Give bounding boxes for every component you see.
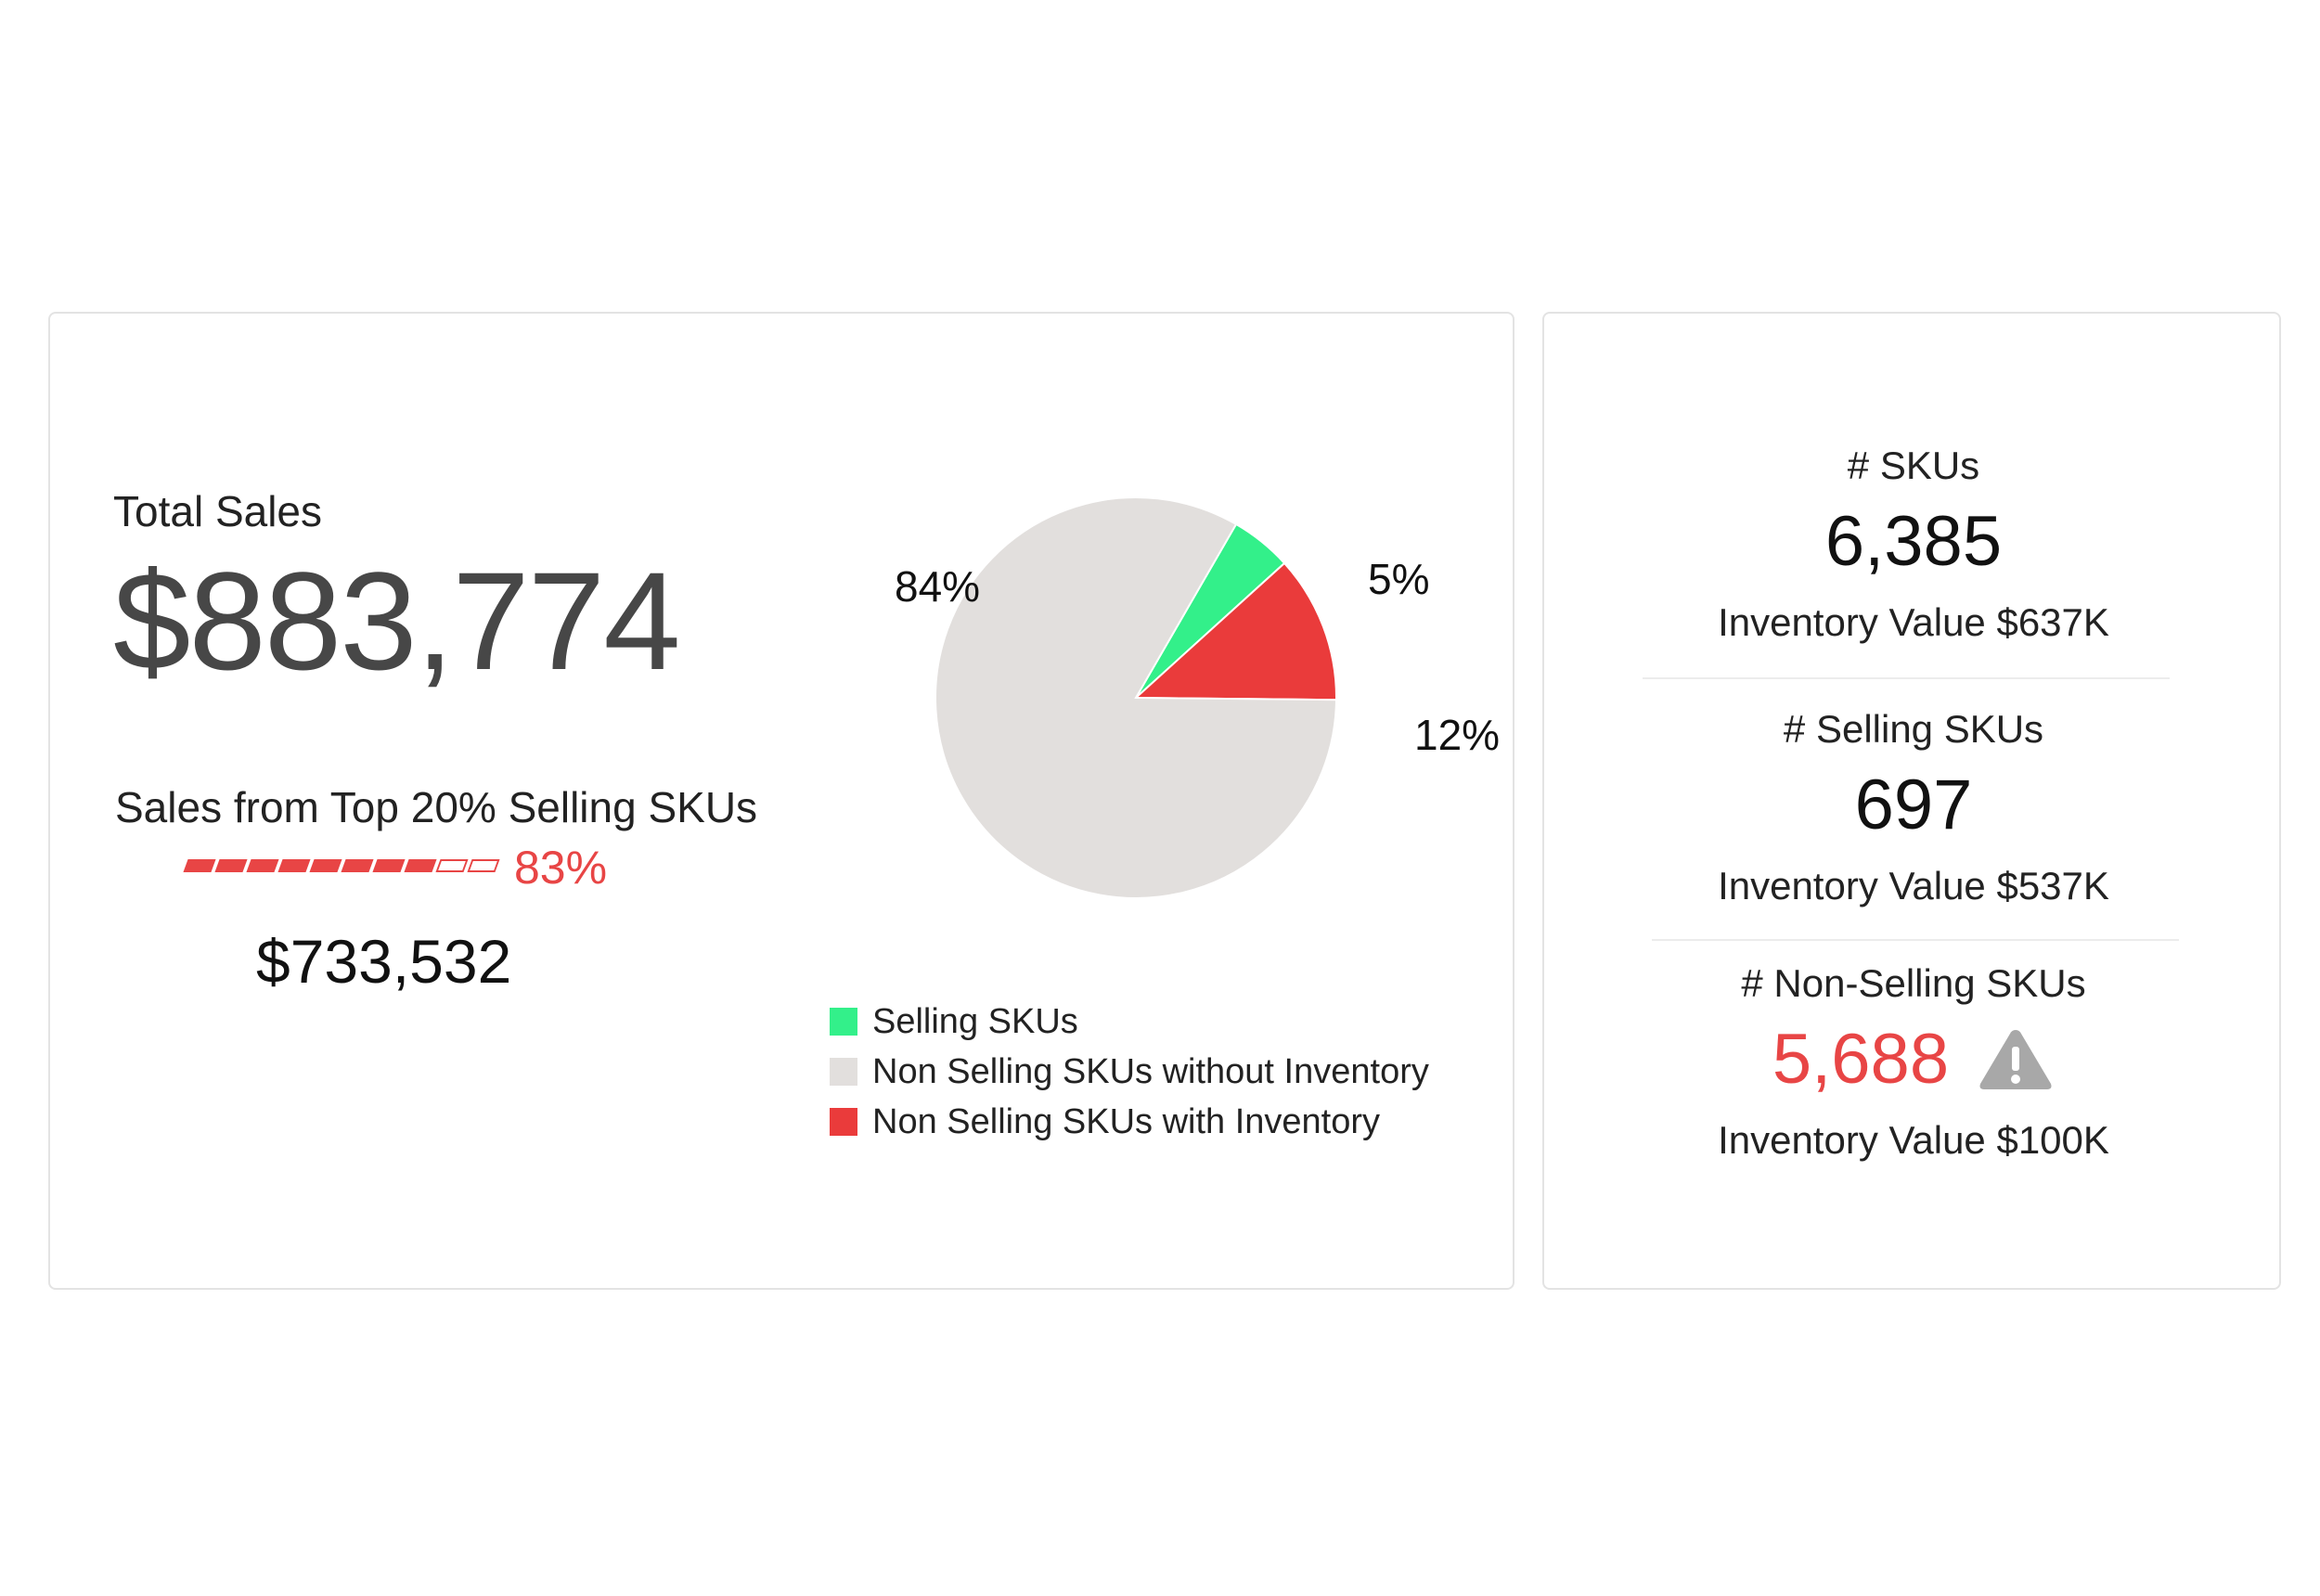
progress-mark-filled [404, 858, 437, 872]
total-sales-card: Total Sales $883,774 Sales from Top 20% … [48, 312, 1514, 1290]
total-sales-value: $883,774 [113, 543, 681, 699]
progress-mark-filled [277, 858, 311, 872]
legend-swatch [830, 1058, 857, 1086]
top-skus-sales-value: $733,532 [256, 927, 512, 996]
legend-label: Non Selling SKUs without Inventory [872, 1051, 1429, 1091]
legend-item[interactable]: Selling SKUs [830, 997, 1429, 1047]
sku-summary-card: # SKUs 6,385 Inventory Value $637K # Sel… [1542, 312, 2281, 1290]
sku-count-label: # SKUs [1847, 444, 1980, 487]
progress-mark-filled [246, 858, 279, 872]
selling-sku-block: # Selling SKUs 697 Inventory Value $537K [1544, 707, 2283, 908]
sku-inventory-value: Inventory Value $637K [1718, 600, 2109, 644]
progress-marks [183, 858, 501, 877]
sku-count-block: # SKUs 6,385 Inventory Value $637K [1544, 444, 2283, 645]
progress-mark-filled [183, 858, 216, 872]
legend-label: Selling SKUs [872, 1001, 1078, 1041]
divider [1643, 677, 2170, 679]
progress-mark-empty [435, 858, 469, 872]
legend-swatch [830, 1108, 857, 1136]
legend-swatch [830, 1008, 857, 1036]
selling-sku-value: 697 [1854, 766, 1973, 844]
selling-sku-inventory-value: Inventory Value $537K [1718, 864, 2109, 907]
divider [1652, 939, 2179, 941]
total-sales-label: Total Sales [113, 487, 323, 535]
progress-mark-empty [467, 858, 500, 872]
progress-percent: 83% [514, 842, 608, 894]
warning-icon [1979, 1029, 2052, 1089]
non-selling-sku-inventory-value: Inventory Value $100K [1718, 1118, 2109, 1162]
pie-slice[interactable] [1135, 522, 1286, 699]
selling-sku-label: # Selling SKUs [1783, 707, 2044, 751]
top-skus-sales-label: Sales from Top 20% Selling SKUs [115, 783, 758, 831]
progress-mark-filled [214, 858, 248, 872]
non-selling-sku-value: 5,688 [1772, 1020, 1950, 1099]
legend-item[interactable]: Non Selling SKUs without Inventory [830, 1047, 1429, 1097]
progress-mark-filled [309, 858, 342, 872]
non-selling-sku-label: # Non-Selling SKUs [1741, 961, 2086, 1005]
non-selling-sku-block: # Non-Selling SKUs 5,688 Inventory Value… [1544, 961, 2283, 1163]
pie-slice-label: 84% [895, 562, 980, 611]
sku-count-value: 6,385 [1824, 502, 2003, 581]
pie-slice[interactable] [934, 496, 1338, 899]
progress-mark-filled [372, 858, 406, 872]
pie-slice-label: 5% [1368, 555, 1429, 603]
pie-slice-label: 12% [1414, 711, 1500, 759]
pie-slice[interactable] [1133, 561, 1337, 701]
non-selling-sku-value-row: 5,688 [1544, 1019, 2283, 1100]
legend-label: Non Selling SKUs with Inventory [872, 1101, 1381, 1141]
legend-item[interactable]: Non Selling SKUs with Inventory [830, 1097, 1429, 1147]
top-skus-progress: 83% [183, 841, 608, 895]
pie-legend: Selling SKUs Non Selling SKUs without Inv… [830, 997, 1429, 1147]
progress-mark-filled [341, 858, 374, 872]
